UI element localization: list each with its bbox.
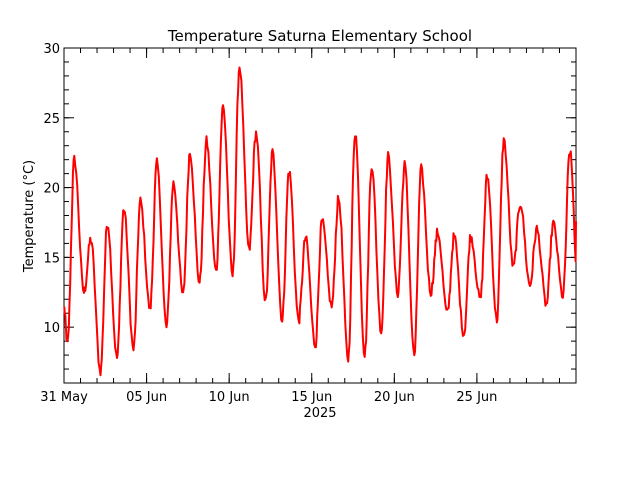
y-tick-label: 30 (43, 42, 60, 57)
y-tick-label: 20 (43, 182, 60, 197)
ticks: 10 15 20 25 30 31 May 05 Jun 10 Jun 15 Jun 20 Jun… (40, 42, 577, 405)
series-layer (63, 66, 577, 377)
x-tick-label: 25 Jun (456, 390, 497, 405)
chart-title: Temperature Saturna Elementary School (167, 27, 472, 45)
y-tick-label: 15 (43, 251, 60, 266)
x-tick-label: 20 Jun (374, 390, 415, 405)
x-axis-label: 2025 (303, 406, 336, 421)
x-tick-label: 31 May (40, 390, 88, 405)
x-tick-label: 05 Jun (126, 390, 167, 405)
x-tick-label: 10 Jun (209, 390, 250, 405)
axes (63, 47, 577, 384)
temperature-series-line (63, 66, 577, 377)
y-tick-label: 25 (43, 112, 60, 127)
y-tick-label: 10 (43, 321, 60, 336)
plot-frame (63, 47, 577, 384)
y-axis-label: Temperature (°C) (22, 160, 37, 273)
x-tick-label: 15 Jun (291, 390, 332, 405)
